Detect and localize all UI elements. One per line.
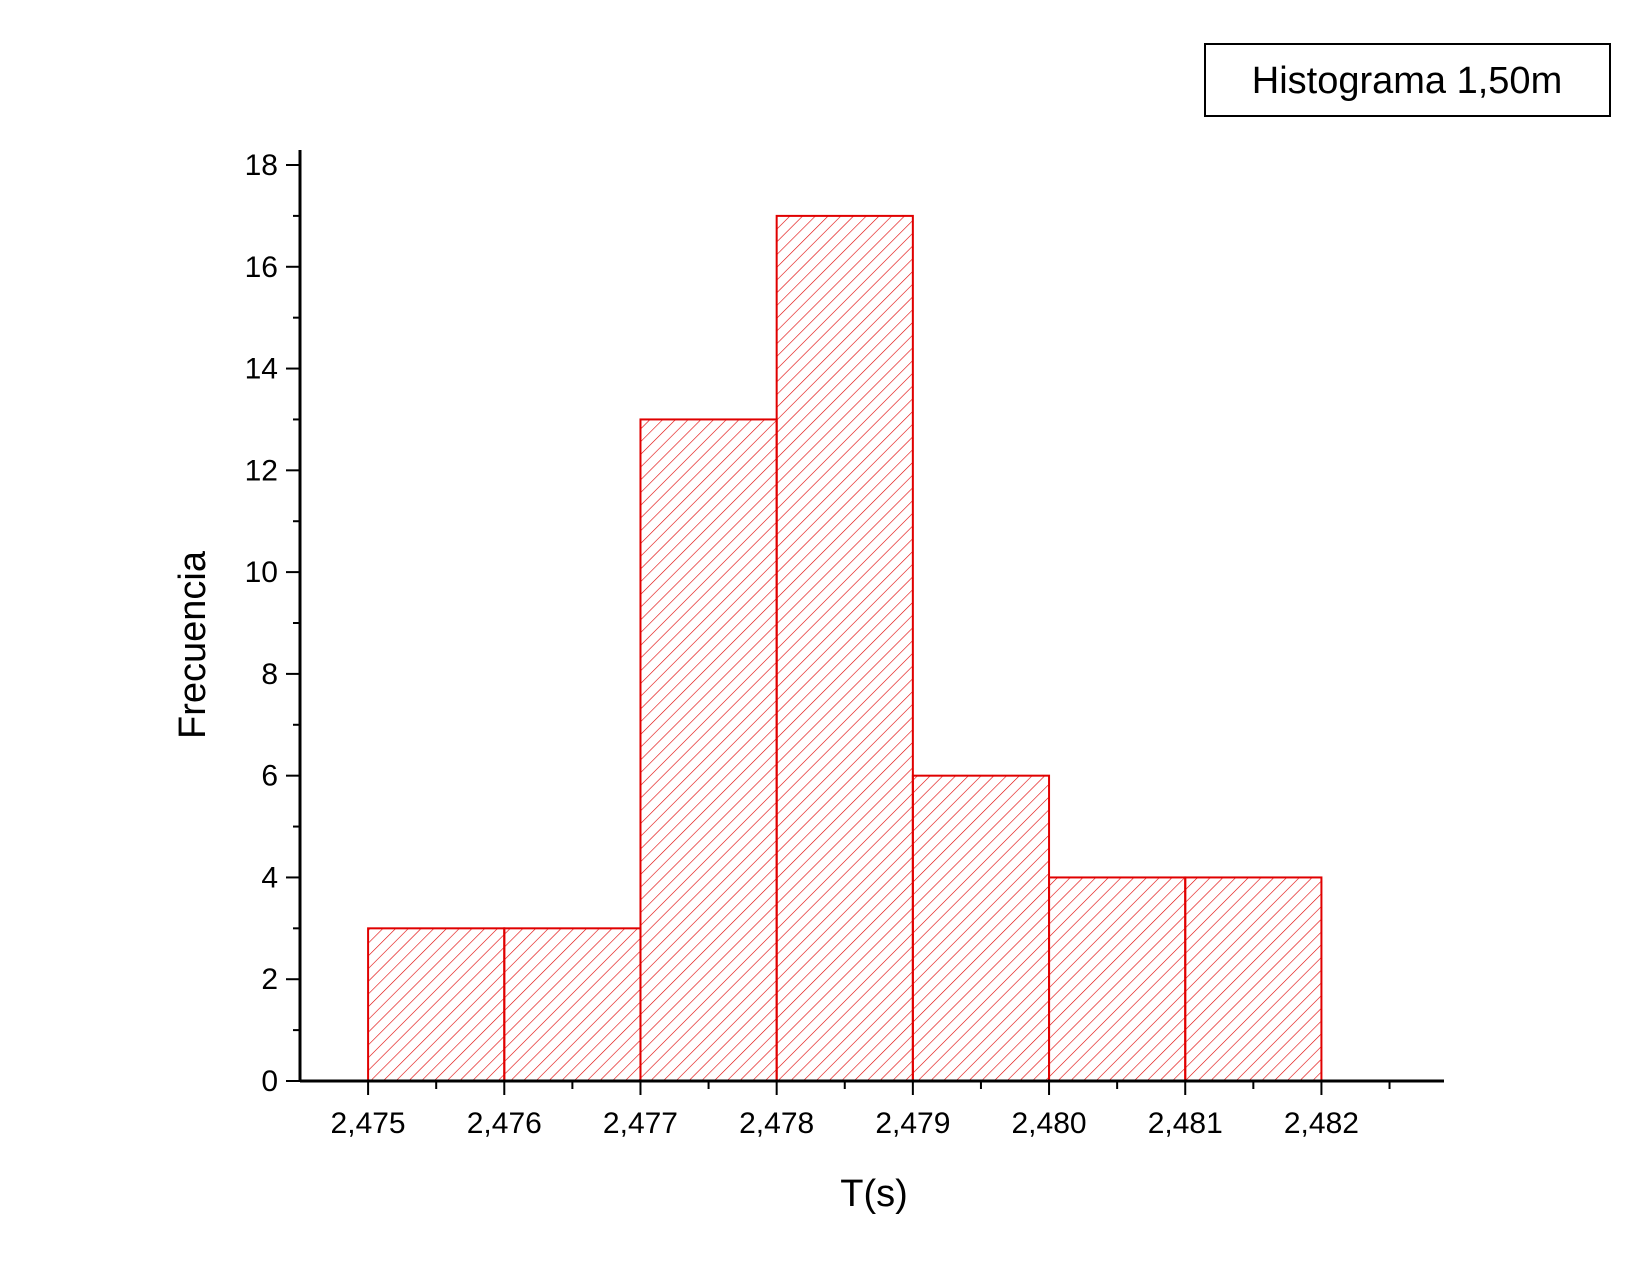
y-tick-label: 4	[261, 861, 278, 894]
x-tick-label: 2,481	[1148, 1107, 1223, 1140]
y-axis-title: Frecuencia	[172, 550, 214, 739]
y-tick-label: 10	[245, 556, 278, 589]
y-tick-label: 8	[261, 658, 278, 691]
axes-group: 0 2 4 6 8 10 12 14 16 18 2,475 2,476 2,477 2,478 2,479…	[245, 149, 1444, 1140]
histogram-bar	[911, 774, 1051, 1083]
x-tick-label: 2,478	[739, 1107, 814, 1140]
bars-group	[367, 214, 1323, 1083]
y-tick-label: 12	[245, 454, 278, 487]
histogram-bar	[503, 927, 642, 1082]
x-axis-title: T(s)	[840, 1173, 908, 1215]
x-tick-label: 2,476	[467, 1107, 542, 1140]
histogram-bar	[1048, 876, 1187, 1083]
y-tick-label: 14	[245, 353, 278, 386]
chart-title: Histograma 1,50m	[1252, 60, 1562, 102]
title-box-frame	[1204, 43, 1611, 117]
y-tick-label: 2	[261, 963, 278, 996]
y-tick-label: 6	[261, 760, 278, 793]
x-tick-label: 2,482	[1284, 1107, 1359, 1140]
histogram-bar	[775, 214, 914, 1082]
x-tick-label: 2,480	[1012, 1107, 1087, 1140]
x-tick-label: 2,475	[331, 1107, 406, 1140]
title-box: Histograma 1,50m	[1204, 43, 1611, 117]
y-tick-label: 16	[245, 251, 278, 284]
y-tick-label: 18	[245, 149, 278, 182]
histogram-bar	[367, 927, 506, 1082]
x-tick-label: 2,477	[603, 1107, 678, 1140]
y-tick-label: 0	[261, 1065, 278, 1098]
histogram-bar	[639, 418, 778, 1082]
histogram-bar	[1184, 876, 1323, 1083]
x-tick-label: 2,479	[875, 1107, 950, 1140]
